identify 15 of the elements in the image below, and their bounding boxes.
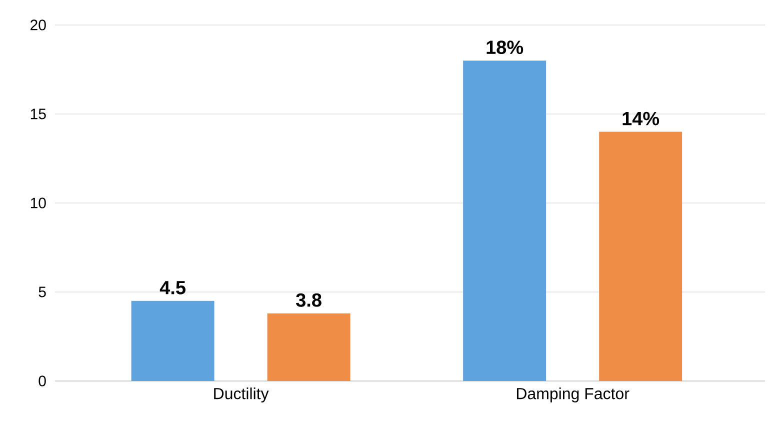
- bar: [131, 300, 214, 381]
- y-tick-label: 0: [38, 376, 46, 386]
- data-label: 18%: [486, 40, 524, 54]
- y-tick-label: 5: [38, 286, 46, 298]
- x-tick-label: Ductility: [214, 388, 269, 402]
- bar: [463, 60, 546, 381]
- data-label: 3.8: [296, 293, 322, 307]
- y-tick-label: 15: [30, 108, 46, 120]
- data-label: 4.5: [160, 281, 186, 294]
- y-tick-label: 10: [30, 198, 46, 208]
- data-label: 14%: [622, 112, 660, 126]
- x-tick-label: Damping Factor: [516, 388, 630, 402]
- bar: [267, 313, 350, 381]
- bar: [599, 132, 682, 381]
- y-tick-label: 20: [30, 20, 46, 30]
